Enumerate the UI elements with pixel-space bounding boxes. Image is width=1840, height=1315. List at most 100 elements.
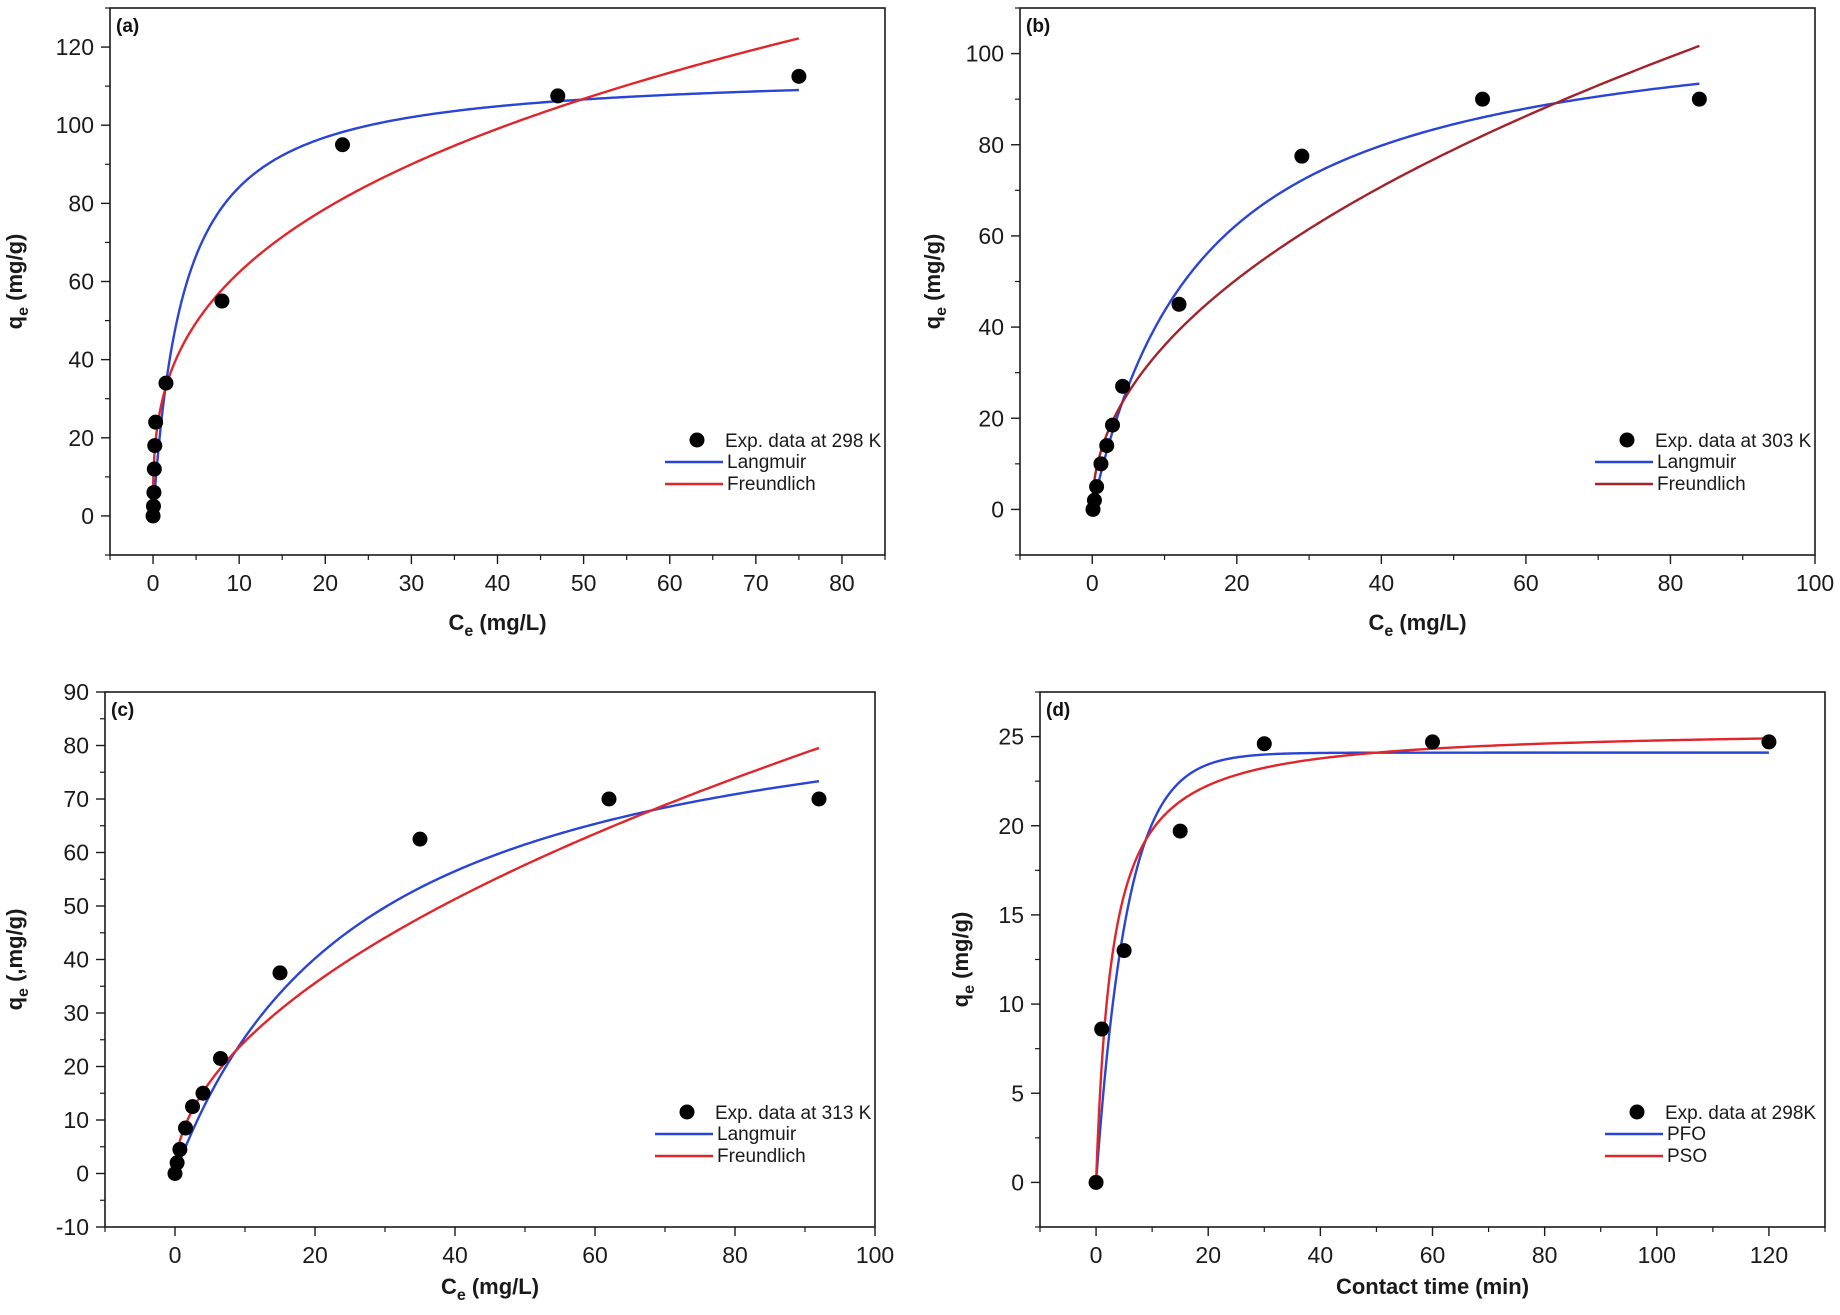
axis-title-unit: (,mg/g) — [2, 909, 27, 988]
data-point — [335, 137, 350, 153]
y-tick-label: 90 — [63, 679, 89, 705]
y-tick-label: 0 — [76, 1161, 89, 1187]
legend-label: Exp. data at 298K — [1665, 1103, 1816, 1124]
data-point — [1294, 148, 1310, 164]
x-axis-title: Ce (mg/L) — [448, 610, 546, 640]
legend-marker — [1629, 1104, 1645, 1120]
series-line-langmuir — [1091, 82, 1700, 510]
series-line-langmuir — [173, 780, 820, 1175]
panel-label: (a) — [116, 16, 139, 37]
legend-label: Exp. data at 298 K — [725, 431, 882, 452]
data-point — [1691, 91, 1707, 107]
axis-title-unit: (mg/L) — [1393, 610, 1466, 635]
y-tick-label: 100 — [56, 112, 94, 138]
x-tick-label: 80 — [829, 570, 855, 596]
axis-title-subscript: e — [933, 307, 950, 316]
data-point — [178, 1120, 193, 1136]
x-tick-label: 60 — [1513, 570, 1539, 596]
data-point — [1089, 479, 1105, 495]
axis-title-subscript: e — [464, 623, 473, 640]
data-point — [195, 1085, 211, 1101]
x-axis-title: Ce (mg/L) — [1368, 610, 1466, 640]
y-tick-label: 80 — [978, 132, 1004, 158]
legend-label: Langmuir — [727, 452, 807, 473]
legend-label: PFO — [1667, 1124, 1706, 1145]
y-tick-label: 0 — [81, 503, 94, 529]
axis-title-subscript: e — [15, 307, 32, 316]
data-point — [1475, 91, 1491, 107]
y-tick-label: 20 — [63, 1054, 89, 1080]
panel-label: (b) — [1026, 16, 1050, 37]
data-point — [412, 831, 428, 847]
kinetics-chart-d: 0 20 40 60 80 100 120 0 5 10 15 20 25 (d) Contact time… — [948, 691, 1826, 1299]
axis-title-main: C — [441, 1274, 457, 1299]
legend-marker — [1619, 432, 1635, 448]
data-point — [185, 1099, 200, 1115]
series-line-freundlich — [1091, 44, 1700, 510]
data-point — [272, 965, 288, 981]
legend-marker — [679, 1104, 695, 1120]
data-point — [1086, 492, 1102, 508]
data-point — [811, 791, 827, 807]
y-tick-label: -10 — [56, 1214, 89, 1240]
data-point — [169, 1155, 185, 1171]
series-line-pso — [1094, 737, 1769, 1183]
x-tick-label: 60 — [582, 1242, 608, 1268]
data-point — [791, 68, 807, 84]
panel-label: (d) — [1046, 700, 1070, 721]
x-tick-label: 0 — [1086, 570, 1099, 596]
x-tick-label: 20 — [312, 570, 338, 596]
y-tick-label: 0 — [991, 496, 1004, 522]
x-tick-label: 100 — [1638, 1242, 1676, 1268]
legend-label: Exp. data at 303 K — [1655, 431, 1812, 452]
data-point — [214, 293, 230, 309]
legend-label: Langmuir — [1657, 452, 1737, 473]
y-tick-label: 60 — [63, 840, 89, 866]
axis-title-main: Contact time (min) — [1336, 1274, 1529, 1299]
x-tick-label: 80 — [722, 1242, 748, 1268]
data-point — [1761, 734, 1777, 750]
x-tick-label: 60 — [1420, 1242, 1446, 1268]
axis-title-subscript: e — [961, 985, 978, 994]
chart-panel-b: 0 20 40 60 80 100 0 20 40 60 80 100 (b) Ce (mg/L) qe (… — [920, 0, 1840, 657]
y-tick-label: 5 — [1011, 1080, 1024, 1106]
data-point — [1171, 296, 1187, 312]
axis-title-unit: (mg/L) — [473, 610, 546, 635]
legend-marker — [689, 432, 705, 448]
legend-label: Freundlich — [717, 1146, 806, 1167]
y-tick-label: 40 — [63, 947, 89, 973]
x-tick-label: 0 — [1090, 1242, 1103, 1268]
x-tick-label: 10 — [226, 570, 252, 596]
legend-label: Exp. data at 313 K — [715, 1103, 872, 1124]
axis-title-subscript: e — [457, 1287, 466, 1304]
legend-label: Freundlich — [1657, 474, 1746, 495]
x-tick-label: 80 — [1532, 1242, 1558, 1268]
data-point — [550, 88, 566, 104]
y-tick-label: 100 — [966, 41, 1004, 67]
y-tick-label: 20 — [68, 425, 94, 451]
y-tick-label: 40 — [978, 314, 1004, 340]
data-point — [147, 438, 163, 454]
chart-panel-a: 0 10 20 30 40 50 60 70 80 0 20 40 60 80 100 120 (a) Ce (m… — [0, 0, 920, 657]
y-axis-title: qe (mg/g) — [920, 234, 950, 330]
y-tick-label: 60 — [68, 269, 94, 295]
data-point — [1088, 1174, 1104, 1190]
y-tick-label: 50 — [63, 893, 89, 919]
x-tick-label: 80 — [1658, 570, 1684, 596]
y-tick-label: 20 — [978, 405, 1004, 431]
x-tick-label: 70 — [743, 570, 769, 596]
y-axis-title: qe (,mg/g) — [2, 909, 32, 1011]
isotherm-chart-a: 0 10 20 30 40 50 60 70 80 0 20 40 60 80 100 120 (a) Ce (m… — [2, 7, 886, 640]
plot-frame — [1039, 691, 1826, 1228]
data-point — [1116, 943, 1132, 959]
data-point — [145, 498, 161, 514]
data-point — [146, 461, 162, 477]
data-point — [1094, 1021, 1110, 1037]
legend-label: Langmuir — [717, 1124, 797, 1145]
data-point — [601, 791, 617, 807]
x-tick-label: 40 — [485, 570, 511, 596]
x-tick-label: 40 — [1308, 1242, 1334, 1268]
